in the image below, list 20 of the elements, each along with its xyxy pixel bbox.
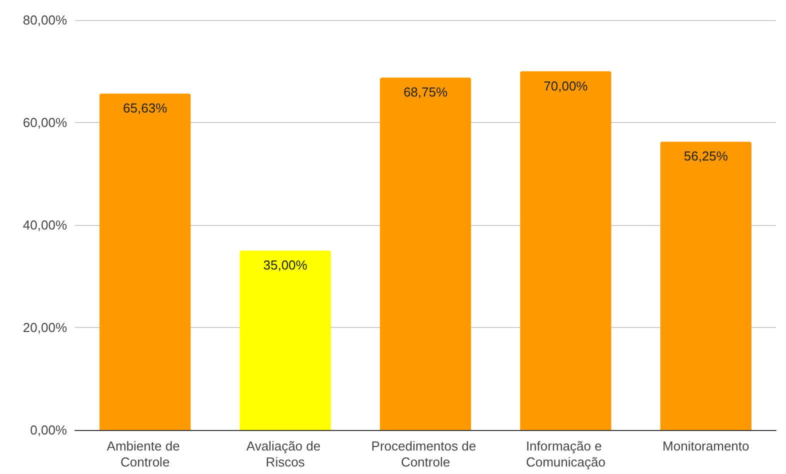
y-tick-label: 40,00%	[22, 218, 68, 232]
data-label: 68,75%	[403, 84, 448, 100]
y-tick-label: 60,00%	[22, 115, 68, 130]
bar	[100, 94, 191, 430]
data-label: 70,00%	[544, 78, 588, 94]
y-tick-label: 20,00%	[22, 320, 68, 335]
data-label: 35,00%	[263, 258, 308, 273]
y-tick-label: 0,00%	[30, 422, 68, 438]
y-tick-label: 80,00%	[22, 12, 68, 28]
data-label: 56,25%	[684, 148, 728, 164]
x-tick-label: Avaliação de Riscos	[246, 438, 324, 470]
x-tick-label: Informação e Comunicação	[526, 438, 606, 470]
bar	[660, 142, 752, 430]
bar	[240, 250, 331, 430]
bar	[520, 71, 612, 430]
x-tick-label: Ambiente de Controle	[106, 438, 184, 470]
data-label: 65,63%	[123, 100, 168, 116]
bar	[380, 78, 472, 430]
x-tick-label: Procedimentos de Controle	[371, 438, 480, 470]
x-tick-label: Monitoramento	[662, 438, 750, 454]
